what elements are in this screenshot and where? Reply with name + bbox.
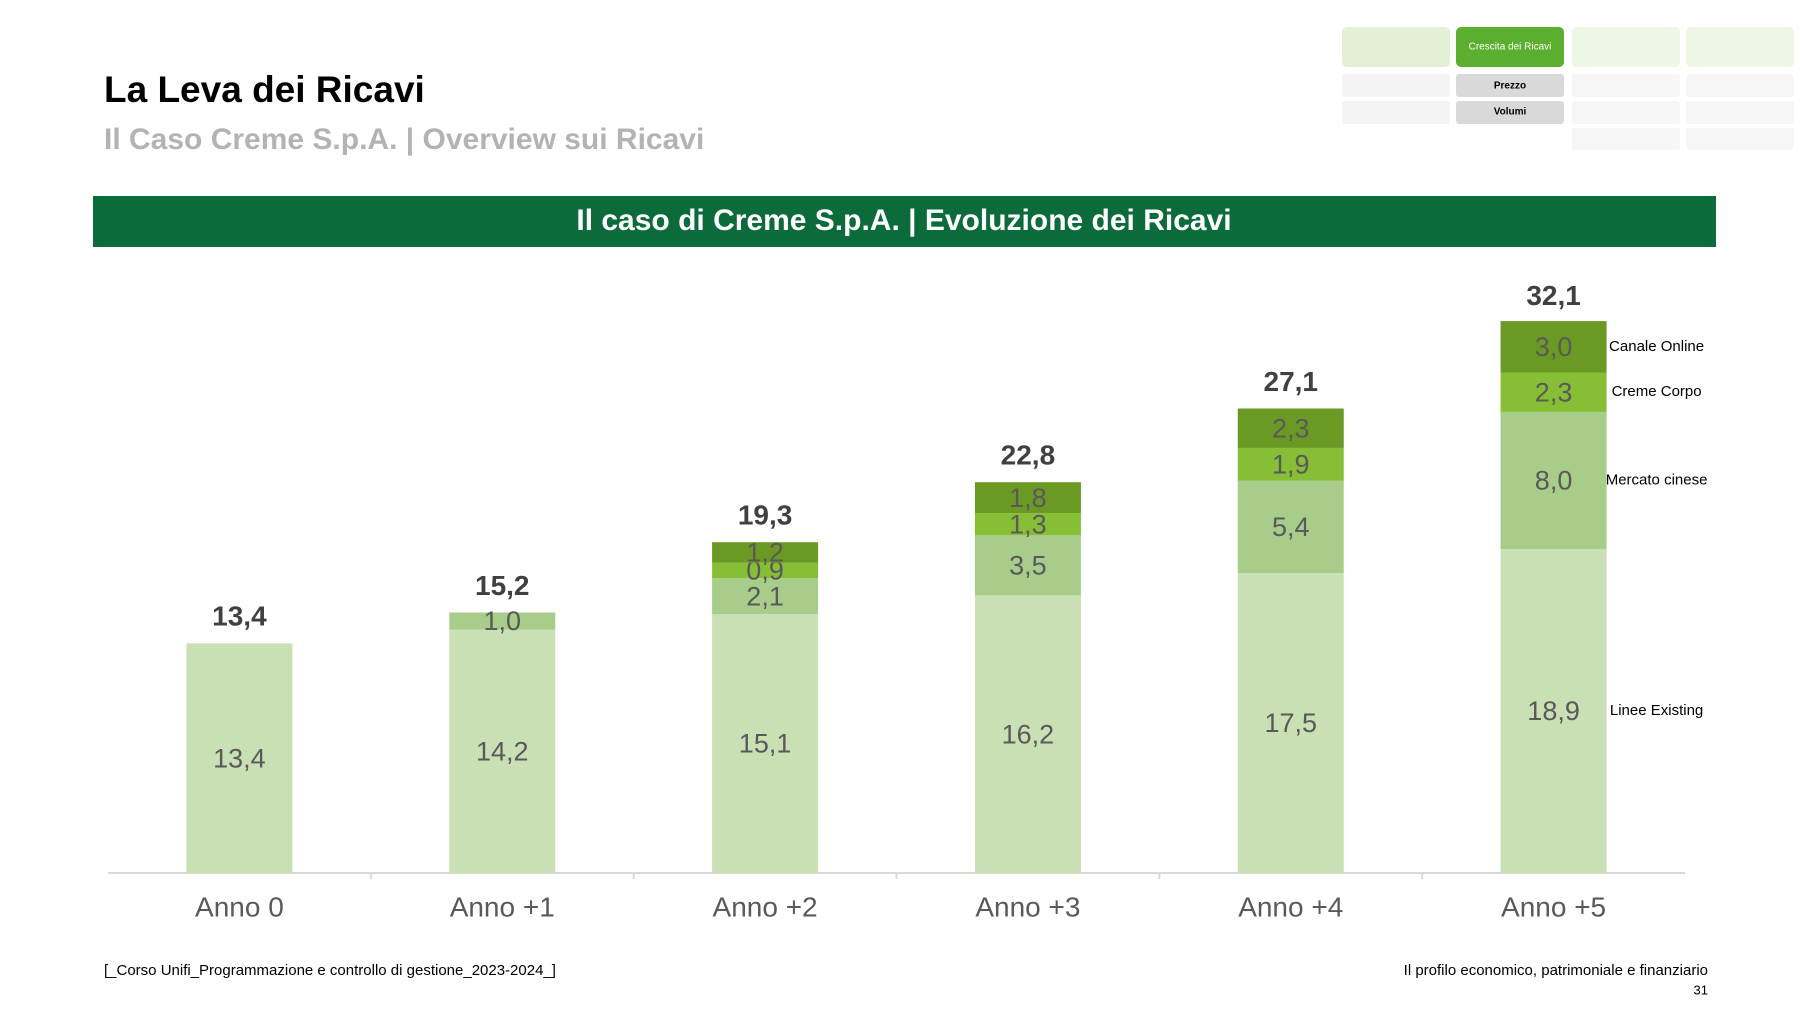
chart-title: Il caso di Creme S.p.A. | Evoluzione dei…: [576, 204, 1231, 237]
x-tick-label: Anno 0: [195, 891, 284, 922]
total-label: 13,4: [212, 601, 267, 632]
nav-box: [1686, 74, 1794, 97]
nav-grid: Crescita dei Ricavi Prezzo Volumi: [1342, 27, 1794, 150]
value-label: 3,5: [1009, 550, 1047, 580]
total-label: 15,2: [475, 570, 530, 601]
total-label: 22,8: [1001, 440, 1056, 471]
bar-segment: [712, 542, 819, 563]
nav-box-active[interactable]: [1456, 27, 1564, 67]
value-label: 18,9: [1527, 696, 1580, 726]
value-label: 1,2: [746, 538, 784, 568]
nav-box[interactable]: [1456, 101, 1564, 124]
slide-subtitle: Il Caso Creme S.p.A. | Overview sui Rica…: [104, 123, 704, 156]
x-tick-label: Anno +5: [1501, 891, 1606, 922]
bar-segment: [1500, 372, 1607, 412]
bar-segment: [1500, 411, 1607, 550]
bar-segment: [712, 578, 819, 615]
legend-label: Mercato cinese: [1606, 471, 1708, 488]
bar-segment: [1500, 549, 1607, 873]
chart-banner: [93, 196, 1716, 247]
value-label: 15,1: [739, 729, 792, 759]
legend-label: Creme Corpo: [1612, 383, 1702, 400]
value-label: 3,0: [1535, 332, 1573, 362]
total-label: 32,1: [1526, 280, 1581, 311]
nav-box: [1686, 27, 1794, 67]
bar-segment: [712, 562, 819, 579]
nav-label[interactable]: Crescita dei Ricavi: [1469, 42, 1552, 53]
bar-segment: [449, 629, 556, 873]
value-label: 13,4: [213, 743, 266, 773]
bar-segment: [1237, 573, 1344, 873]
value-label: 2,1: [746, 581, 784, 611]
page-number: 31: [1694, 982, 1708, 997]
x-tick-label: Anno +4: [1238, 891, 1343, 922]
bar-segment: [974, 595, 1081, 873]
bar-segment: [974, 482, 1081, 514]
legend-label: Linee Existing: [1610, 702, 1703, 719]
bar-segment: [449, 612, 556, 630]
value-label: 16,2: [1002, 719, 1055, 749]
bar-segment: [1237, 447, 1344, 481]
footer-right: Il profilo economico, patrimoniale e fin…: [1404, 962, 1708, 979]
bar-segment: [186, 643, 293, 873]
bar-segment: [1237, 480, 1344, 574]
x-tick-label: Anno +2: [713, 891, 818, 922]
value-label: 8,0: [1535, 466, 1573, 496]
bar-segment: [1237, 408, 1344, 448]
total-label: 19,3: [738, 500, 793, 531]
value-label: 2,3: [1272, 413, 1310, 443]
nav-box: [1572, 27, 1680, 67]
bar-segment: [974, 513, 1081, 536]
legend-label: Canale Online: [1609, 338, 1704, 355]
nav-box: [1686, 101, 1794, 124]
value-label: 1,9: [1272, 449, 1310, 479]
value-label: 1,8: [1009, 483, 1047, 513]
nav-label[interactable]: Volumi: [1494, 107, 1527, 118]
bar-segment: [1500, 321, 1607, 373]
nav-box: [1342, 101, 1450, 124]
value-label: 5,4: [1272, 512, 1310, 542]
nav-box: [1572, 101, 1680, 124]
x-tick-label: Anno +1: [450, 891, 555, 922]
value-label: 14,2: [476, 736, 529, 766]
nav-box: [1572, 74, 1680, 97]
slide-title: La Leva dei Ricavi: [104, 69, 425, 110]
nav-box: [1342, 74, 1450, 97]
total-label: 27,1: [1264, 366, 1319, 397]
value-label: 2,3: [1535, 377, 1573, 407]
nav-box: [1572, 128, 1680, 150]
nav-label[interactable]: Prezzo: [1494, 81, 1526, 92]
bar-segment: [712, 614, 819, 873]
value-label: 1,3: [1009, 509, 1047, 539]
value-label: 17,5: [1264, 708, 1317, 738]
x-tick-label: Anno +3: [975, 891, 1080, 922]
nav-box: [1342, 27, 1450, 67]
bar-segment: [974, 535, 1081, 596]
value-label: 1,0: [483, 606, 521, 636]
nav-box[interactable]: [1456, 74, 1564, 97]
nav-box: [1686, 128, 1794, 150]
footer-left: [_Corso Unifi_Programmazione e controllo…: [104, 962, 556, 979]
